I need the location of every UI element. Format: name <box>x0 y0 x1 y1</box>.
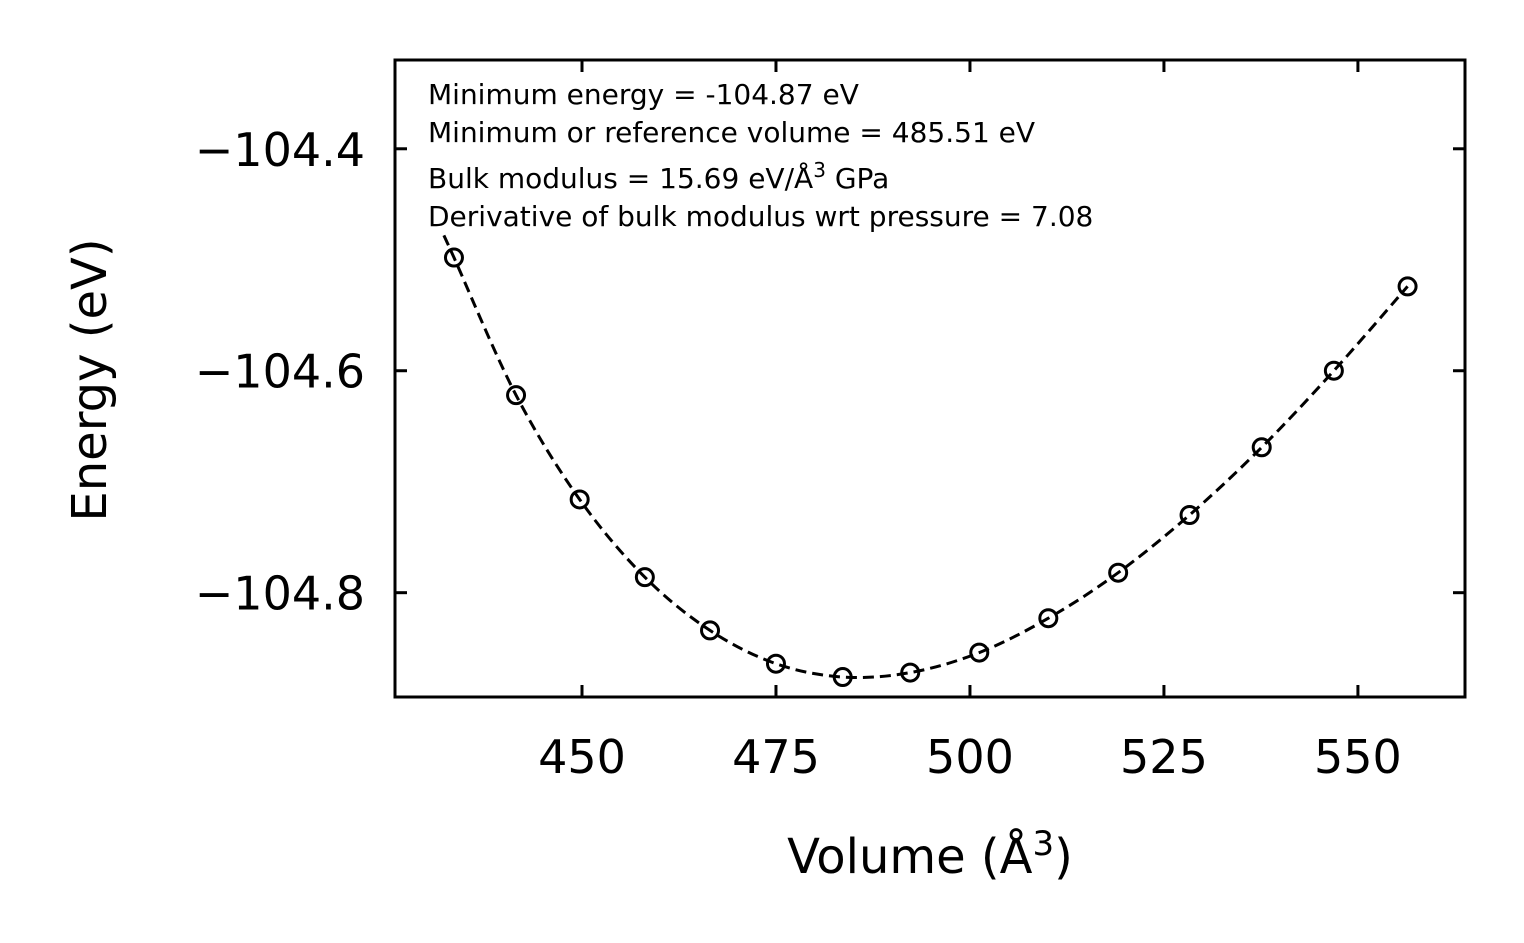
annotation-bulk-modulus-text: Bulk modulus = 15.69 eV/Å <box>428 161 813 195</box>
x-tick-label: 525 <box>1120 730 1208 784</box>
data-point <box>443 247 464 268</box>
x-tick-label: 500 <box>926 730 1014 784</box>
annotation-bulk-modulus-tail: GPa <box>826 162 889 195</box>
data-point <box>1108 562 1129 583</box>
annotation-min-volume: Minimum or reference volume = 485.51 eV <box>428 116 1035 149</box>
fit-curve <box>442 234 1409 680</box>
y-tick-label: −104.6 <box>195 345 365 399</box>
data-point <box>1251 437 1272 458</box>
x-tick-label: 450 <box>538 730 626 784</box>
annotation-bulk-modulus-sup: 3 <box>813 158 826 182</box>
data-point <box>765 653 786 674</box>
data-point <box>969 642 990 663</box>
y-tick-label: −104.4 <box>195 123 365 177</box>
annotation-min-energy: Minimum energy = -104.87 eV <box>428 78 859 111</box>
data-point <box>832 667 853 688</box>
annotation-bulk-modulus: Bulk modulus = 15.69 eV/Å3 GPa <box>428 158 889 195</box>
data-point <box>700 620 721 641</box>
data-point <box>1179 505 1200 525</box>
data-point <box>1397 276 1418 297</box>
data-point <box>634 567 655 588</box>
data-point <box>506 385 527 406</box>
x-tick-label: 550 <box>1314 730 1402 784</box>
data-point <box>1323 360 1344 381</box>
plot-frame <box>393 58 1467 699</box>
data-point <box>1038 608 1059 629</box>
y-axis-label: Energy (eV) <box>62 238 118 521</box>
x-axis-label-text: Volume (Å <box>787 828 1033 885</box>
x-tick-label: 475 <box>732 730 820 784</box>
x-axis-label-sup: 3 <box>1032 824 1054 864</box>
data-point <box>569 489 590 510</box>
x-axis-label-end: ) <box>1054 829 1073 885</box>
x-axis-label: Volume (Å3) <box>787 824 1073 885</box>
y-tick-label: −104.8 <box>195 567 365 621</box>
data-point <box>900 662 921 683</box>
annotation-bulk-derivative: Derivative of bulk modulus wrt pressure … <box>428 200 1093 233</box>
